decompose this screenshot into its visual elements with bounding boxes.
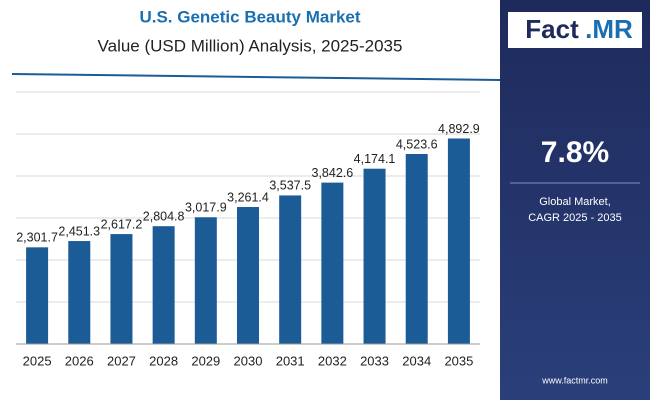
x-tick-label: 2031 bbox=[276, 353, 305, 368]
bar bbox=[152, 226, 175, 344]
bar bbox=[194, 217, 217, 344]
x-tick-label: 2035 bbox=[444, 353, 473, 368]
bar bbox=[110, 234, 133, 344]
x-tick-label: 2034 bbox=[402, 353, 431, 368]
value-label: 3,842.6 bbox=[312, 166, 354, 180]
logo-right: .MR bbox=[585, 14, 633, 44]
bar bbox=[447, 138, 470, 344]
side-panel bbox=[500, 0, 650, 400]
cagr-caption: CAGR 2025 - 2035 bbox=[528, 212, 622, 224]
value-label: 4,892.9 bbox=[438, 122, 480, 136]
bar bbox=[279, 195, 302, 344]
bar bbox=[321, 182, 344, 344]
bar bbox=[68, 241, 91, 344]
bar bbox=[237, 207, 259, 344]
chart-title: U.S. Genetic Beauty Market bbox=[139, 7, 360, 26]
value-label: 2,804.8 bbox=[143, 209, 185, 223]
x-tick-label: 2026 bbox=[65, 353, 94, 368]
cagr-value: 7.8% bbox=[541, 136, 609, 169]
x-tick-label: 2027 bbox=[107, 353, 136, 368]
bar bbox=[363, 168, 386, 344]
website: www.factmr.com bbox=[541, 375, 608, 385]
value-label: 2,451.3 bbox=[58, 224, 100, 238]
cagr-caption: Global Market, bbox=[539, 196, 611, 208]
x-tick-label: 2025 bbox=[23, 353, 52, 368]
logo-left: Fact bbox=[525, 14, 579, 44]
bar bbox=[26, 247, 49, 344]
value-label: 4,523.6 bbox=[396, 137, 438, 151]
x-tick-label: 2029 bbox=[191, 353, 220, 368]
value-label: 4,174.1 bbox=[354, 152, 396, 166]
value-label: 3,261.4 bbox=[227, 190, 269, 204]
x-tick-label: 2033 bbox=[360, 353, 389, 368]
divider bbox=[11, 73, 501, 81]
logo-box bbox=[508, 12, 642, 48]
chart-subtitle: Value (USD Million) Analysis, 2025-2035 bbox=[98, 36, 403, 55]
x-tick-label: 2032 bbox=[318, 353, 347, 368]
bar bbox=[405, 154, 428, 344]
x-tick-label: 2028 bbox=[149, 353, 178, 368]
x-tick-label: 2030 bbox=[234, 353, 263, 368]
value-label: 3,537.5 bbox=[269, 179, 311, 193]
value-label: 2,301.7 bbox=[16, 231, 58, 245]
value-label: 2,617.2 bbox=[101, 217, 143, 231]
value-label: 3,017.9 bbox=[185, 201, 227, 215]
